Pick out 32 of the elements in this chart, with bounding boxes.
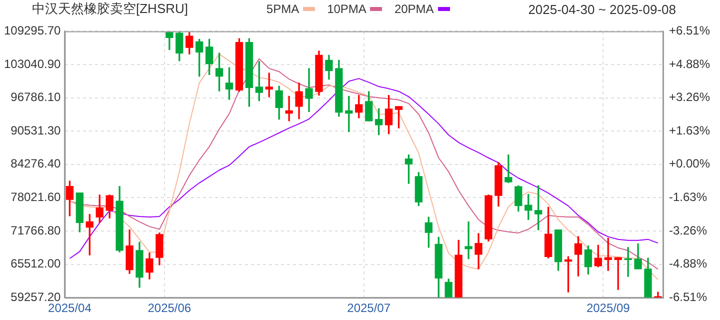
candlestick (464, 221, 472, 260)
x-tick-label: 2025/09 (586, 301, 630, 316)
y-tick-label: 71766.80 (10, 223, 62, 238)
y-tick-label: 59257.20 (10, 290, 62, 304)
x-tick-label: 2025/07 (347, 301, 391, 316)
legend-label: 20PMA (394, 2, 434, 16)
y-tick-label: 103040.90 (4, 56, 62, 71)
candlestick (285, 96, 293, 122)
y2-tick-label: -4.88% (668, 256, 708, 271)
y2-tick-label: +6.51% (668, 24, 710, 38)
candlestick (504, 154, 512, 183)
x-tick-label: 2025/04 (48, 301, 92, 316)
chart-subtitle: 2025-04-30 ~ 2025-09-08 (528, 2, 676, 16)
legend-label: 5PMA (266, 2, 300, 16)
candlestick (624, 247, 632, 277)
y-tick-label: 96786.10 (10, 90, 62, 104)
y2-tick-label: -3.26% (668, 223, 708, 238)
y-tick-label: 78021.60 (10, 190, 62, 204)
legend-label: 10PMA (327, 2, 366, 16)
y2-tick-label: -6.51% (668, 290, 708, 304)
y2-tick-label: +4.88% (668, 56, 710, 71)
y-tick-label: 84276.40 (10, 156, 62, 171)
y2-tick-label: +1.63% (668, 123, 710, 138)
x-tick-label: 2025/06 (148, 301, 192, 316)
y-tick-label: 109295.70 (4, 24, 62, 38)
y-tick-label: 90531.30 (10, 123, 62, 138)
candlestick (305, 68, 313, 112)
y-tick-label: 65512.00 (10, 256, 62, 271)
chart-title: 中汉天然橡胶卖空[ZHSRU] (32, 0, 188, 18)
y2-tick-label: +0.00% (668, 156, 710, 171)
y2-tick-label: +3.26% (668, 90, 710, 104)
y2-tick-label: -1.63% (668, 190, 708, 204)
